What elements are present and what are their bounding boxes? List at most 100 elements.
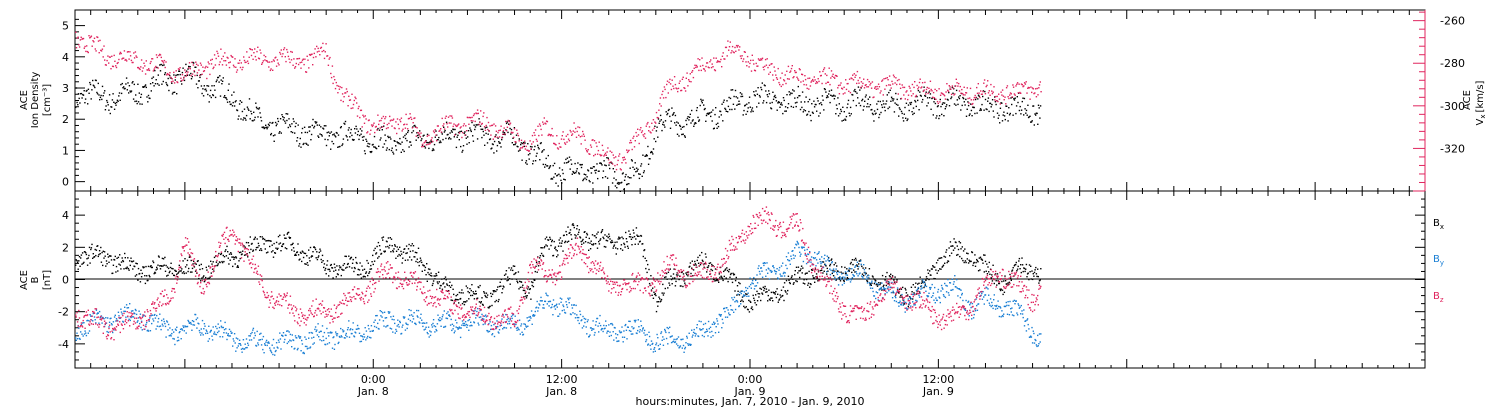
bx-point	[512, 265, 515, 267]
bx-point	[143, 266, 145, 268]
bx-point	[913, 292, 915, 294]
density-point	[658, 122, 660, 124]
bx-point	[710, 268, 712, 271]
bx-point	[706, 271, 708, 273]
bx-point	[768, 298, 771, 300]
density-point	[127, 82, 129, 84]
density-point	[363, 150, 366, 152]
density-point	[788, 91, 790, 93]
bx-point	[434, 275, 437, 277]
density-point	[366, 140, 368, 142]
bx-point	[396, 246, 398, 248]
by-point	[245, 338, 248, 340]
by-point	[205, 332, 207, 335]
density-point	[578, 173, 581, 175]
bx-point	[581, 243, 583, 245]
density-point	[434, 136, 436, 138]
density-point	[868, 106, 870, 108]
bx-point	[976, 260, 979, 262]
density-point	[640, 163, 643, 165]
velocity-point	[641, 130, 644, 132]
velocity-point	[376, 129, 378, 131]
velocity-point	[173, 82, 176, 84]
by-point	[132, 316, 135, 318]
velocity-point	[560, 138, 563, 140]
density-point	[508, 123, 510, 125]
velocity-point	[574, 131, 576, 133]
density-point	[290, 131, 292, 133]
velocity-point	[111, 65, 114, 67]
velocity-point	[883, 78, 885, 80]
bx-point	[252, 249, 255, 251]
velocity-point	[691, 71, 693, 73]
density-point	[242, 119, 244, 121]
bx-point	[445, 279, 447, 281]
density-point	[698, 119, 701, 121]
velocity-point	[757, 65, 759, 67]
bx-point	[948, 247, 950, 249]
bx-point	[805, 272, 807, 274]
velocity-point	[402, 128, 404, 130]
by-point	[260, 344, 263, 346]
velocity-point	[843, 86, 845, 88]
bx-point	[642, 243, 644, 245]
bx-point	[375, 253, 377, 255]
velocity-point	[944, 98, 947, 100]
by-point	[327, 332, 329, 334]
bx-point	[598, 240, 600, 243]
density-point	[817, 100, 819, 102]
bx-point	[1019, 268, 1021, 270]
density-point	[239, 100, 241, 102]
bx-point	[316, 251, 318, 253]
velocity-point	[509, 123, 511, 126]
density-point	[533, 149, 535, 151]
bx-point	[299, 258, 301, 260]
velocity-point	[956, 82, 958, 84]
density-point	[793, 90, 795, 92]
velocity-point	[301, 61, 303, 63]
velocity-point	[783, 79, 785, 81]
velocity-point	[524, 148, 527, 150]
density-point	[101, 98, 103, 101]
bx-point	[195, 263, 197, 265]
by-point	[111, 324, 113, 326]
velocity-point	[359, 109, 362, 112]
bx-point	[283, 234, 285, 236]
density-point	[154, 69, 156, 72]
velocity-point	[184, 71, 187, 73]
bx-point	[383, 251, 386, 253]
bx-point	[446, 284, 449, 286]
by-point	[127, 307, 130, 309]
bx-point	[565, 230, 567, 233]
velocity-point	[797, 79, 800, 81]
velocity-point	[479, 121, 481, 124]
by-point	[329, 331, 332, 333]
bx-point	[500, 278, 503, 281]
velocity-point	[126, 51, 129, 53]
bx-point	[670, 275, 672, 277]
density-point	[818, 103, 821, 105]
density-point	[424, 145, 426, 148]
density-point	[835, 113, 837, 115]
bx-point	[787, 275, 790, 277]
velocity-point	[241, 68, 243, 71]
velocity-point	[516, 132, 519, 135]
density-point	[399, 137, 401, 140]
bx-point	[885, 284, 887, 287]
velocity-point	[734, 46, 736, 49]
bx-point	[586, 232, 588, 235]
bx-point	[164, 256, 166, 259]
bx-point	[511, 278, 513, 280]
velocity-point	[899, 83, 901, 85]
density-point	[601, 164, 603, 166]
density-point	[602, 170, 605, 172]
bx-point	[964, 248, 966, 250]
velocity-point	[170, 76, 172, 79]
bx-point	[831, 258, 833, 260]
bx-point	[588, 249, 590, 251]
density-point	[916, 95, 918, 98]
velocity-point	[855, 74, 857, 76]
density-point	[796, 101, 798, 104]
velocity-point	[776, 78, 779, 80]
velocity-point	[976, 92, 979, 94]
